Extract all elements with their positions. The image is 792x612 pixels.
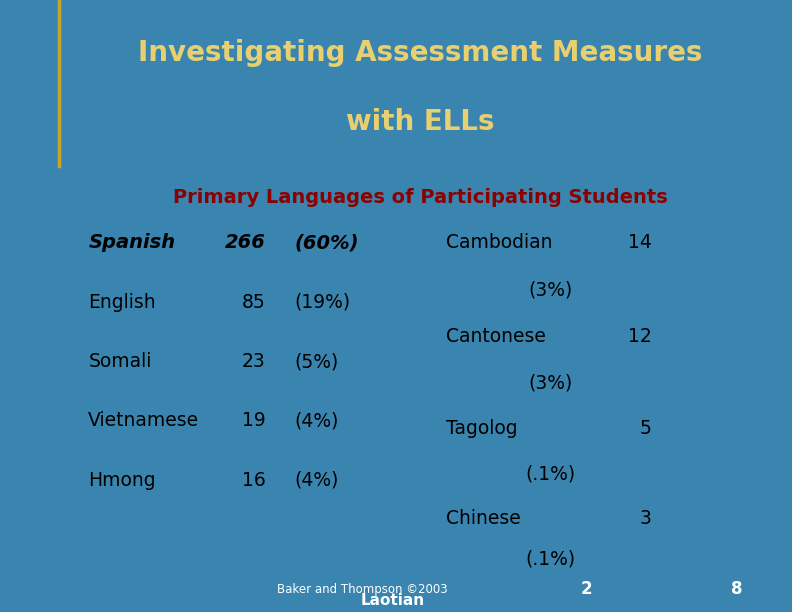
- Text: 19: 19: [242, 411, 265, 430]
- Text: (4%): (4%): [294, 411, 338, 430]
- Text: Baker and Thompson ©2003: Baker and Thompson ©2003: [277, 583, 447, 595]
- Text: (4%): (4%): [294, 471, 338, 490]
- Text: 23: 23: [242, 352, 265, 371]
- Text: Vietnamese: Vietnamese: [88, 411, 200, 430]
- Text: (19%): (19%): [294, 293, 350, 312]
- Text: Cantonese: Cantonese: [446, 327, 546, 346]
- Text: (3%): (3%): [528, 374, 573, 393]
- Text: Cambodian: Cambodian: [446, 233, 552, 252]
- Text: 5: 5: [640, 419, 652, 438]
- Text: with ELLs: with ELLs: [345, 108, 494, 135]
- Text: Laotian: Laotian: [360, 594, 425, 608]
- Text: (60%): (60%): [294, 233, 359, 252]
- Text: (.1%): (.1%): [526, 550, 576, 569]
- Text: Chinese: Chinese: [446, 509, 520, 528]
- Text: (3%): (3%): [528, 280, 573, 299]
- Text: Somali: Somali: [88, 352, 151, 371]
- Text: 16: 16: [242, 471, 265, 490]
- Text: 85: 85: [242, 293, 265, 312]
- Text: (5%): (5%): [294, 352, 338, 371]
- Text: Hmong: Hmong: [88, 471, 156, 490]
- Text: 8: 8: [731, 580, 742, 598]
- Text: Tagolog: Tagolog: [446, 419, 517, 438]
- Text: 2: 2: [581, 580, 592, 598]
- Text: (.1%): (.1%): [526, 465, 576, 483]
- Text: 266: 266: [224, 233, 265, 252]
- Text: Spanish: Spanish: [88, 233, 175, 252]
- Text: 14: 14: [628, 233, 652, 252]
- Text: 12: 12: [628, 327, 652, 346]
- Text: Investigating Assessment Measures: Investigating Assessment Measures: [138, 39, 702, 67]
- Text: English: English: [88, 293, 156, 312]
- Text: 3: 3: [640, 509, 652, 528]
- Text: Primary Languages of Participating Students: Primary Languages of Participating Stude…: [173, 188, 668, 207]
